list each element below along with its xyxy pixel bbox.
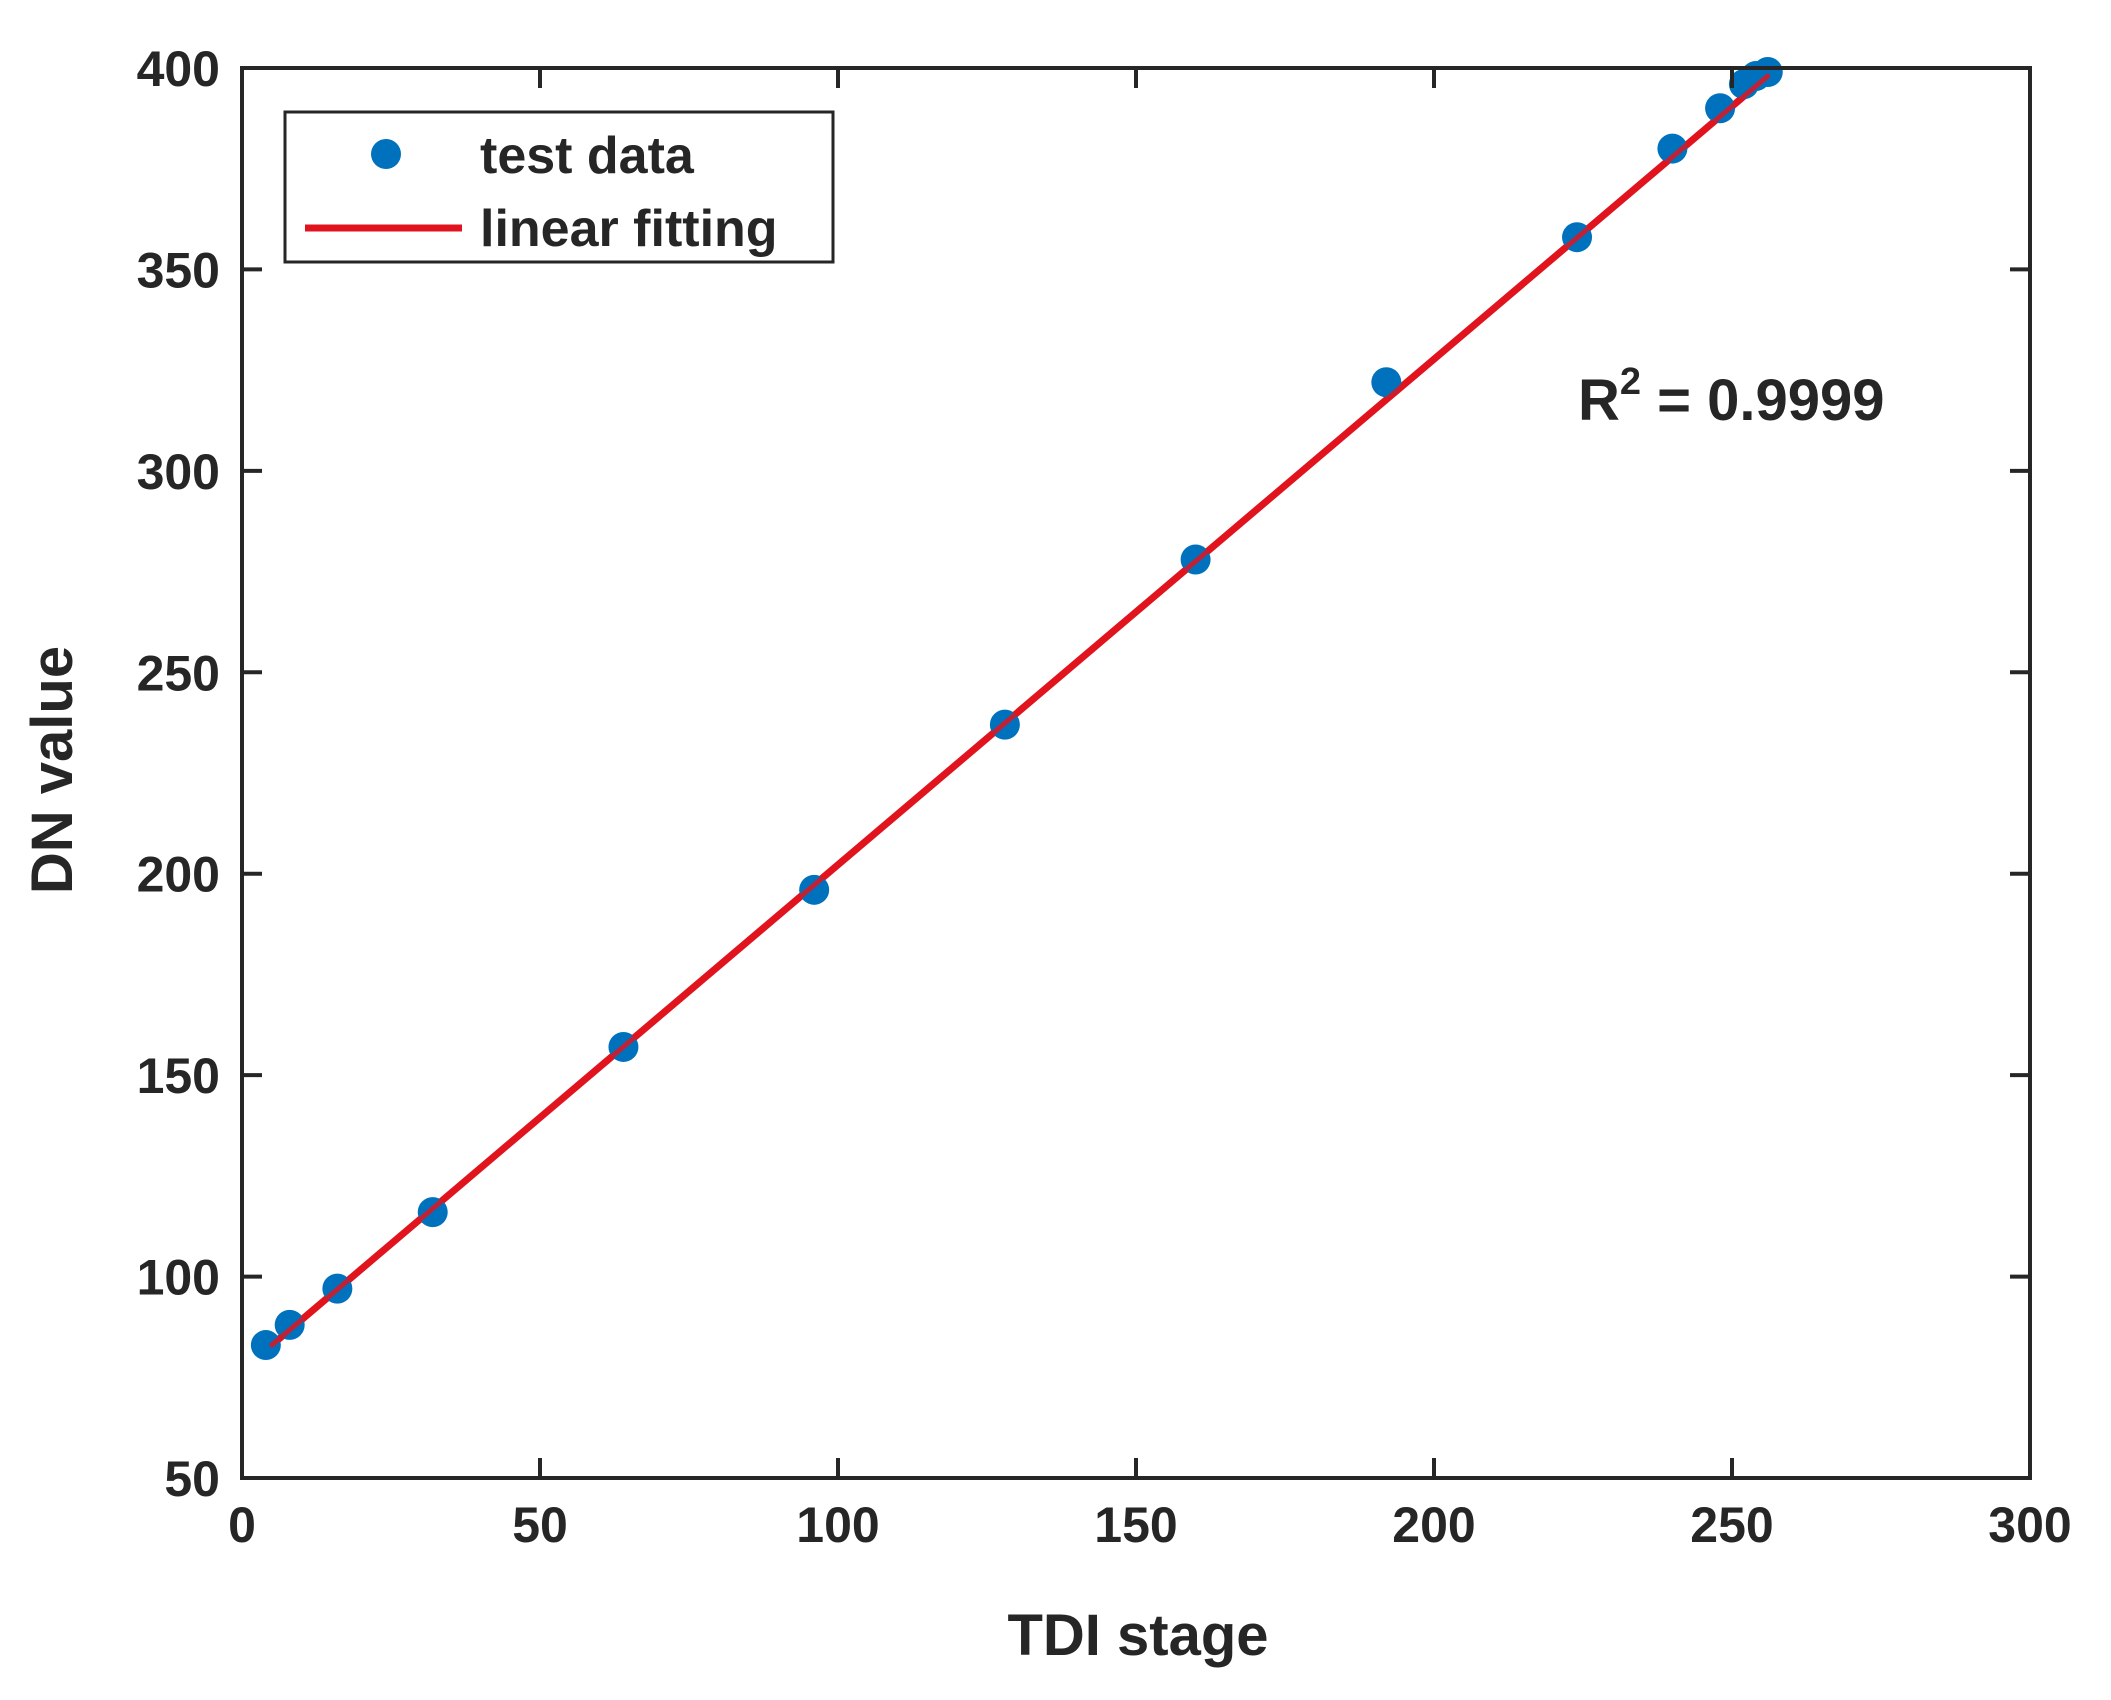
fit-line-overlay bbox=[269, 73, 1771, 1348]
data-point bbox=[1657, 133, 1688, 164]
y-tick-label: 50 bbox=[164, 1451, 220, 1507]
plot-area bbox=[242, 68, 2030, 1478]
y-tick-label: 300 bbox=[137, 444, 220, 500]
x-tick-label: 0 bbox=[228, 1497, 256, 1553]
x-tick-label: 150 bbox=[1094, 1497, 1177, 1553]
data-point bbox=[274, 1309, 305, 1340]
r-squared-superscript: 2 bbox=[1620, 361, 1641, 403]
ticks-layer: 0 50 100 150 200 250 3005010015020025030035040… bbox=[137, 41, 2072, 1553]
x-tick-label: 50 bbox=[512, 1497, 568, 1553]
points-layer bbox=[250, 57, 1783, 1361]
data-point bbox=[1705, 93, 1736, 124]
y-tick-label: 400 bbox=[137, 41, 220, 97]
y-tick-label: 100 bbox=[137, 1250, 220, 1306]
r-squared-annotation: R2 = 0.9999 bbox=[1578, 361, 1885, 433]
legend-label-test-data: test data bbox=[480, 127, 695, 185]
y-tick-label: 250 bbox=[137, 645, 220, 701]
y-tick-label: 150 bbox=[137, 1048, 220, 1104]
legend-label-linear-fitting: linear fitting bbox=[480, 200, 778, 258]
x-tick-label: 100 bbox=[796, 1497, 879, 1553]
x-tick-label: 200 bbox=[1392, 1497, 1475, 1553]
x-axis-label: TDI stage bbox=[1007, 1603, 1268, 1668]
x-tick-label: 300 bbox=[1988, 1497, 2071, 1553]
legend-marker-test-data bbox=[371, 139, 401, 169]
data-point bbox=[1371, 367, 1402, 398]
plot-background bbox=[242, 68, 2030, 1478]
r-squared-value: = 0.9999 bbox=[1641, 368, 1885, 433]
x-tick-label: 250 bbox=[1690, 1497, 1773, 1553]
data-point bbox=[250, 1330, 281, 1361]
y-tick-label: 200 bbox=[137, 847, 220, 903]
legend[interactable]: test data linear fitting bbox=[283, 110, 835, 264]
data-point bbox=[799, 874, 830, 905]
y-axis-label: DN value bbox=[20, 646, 85, 894]
legend-box bbox=[283, 110, 835, 264]
r-squared-label: R bbox=[1578, 368, 1620, 433]
y-tick-label: 350 bbox=[137, 242, 220, 298]
